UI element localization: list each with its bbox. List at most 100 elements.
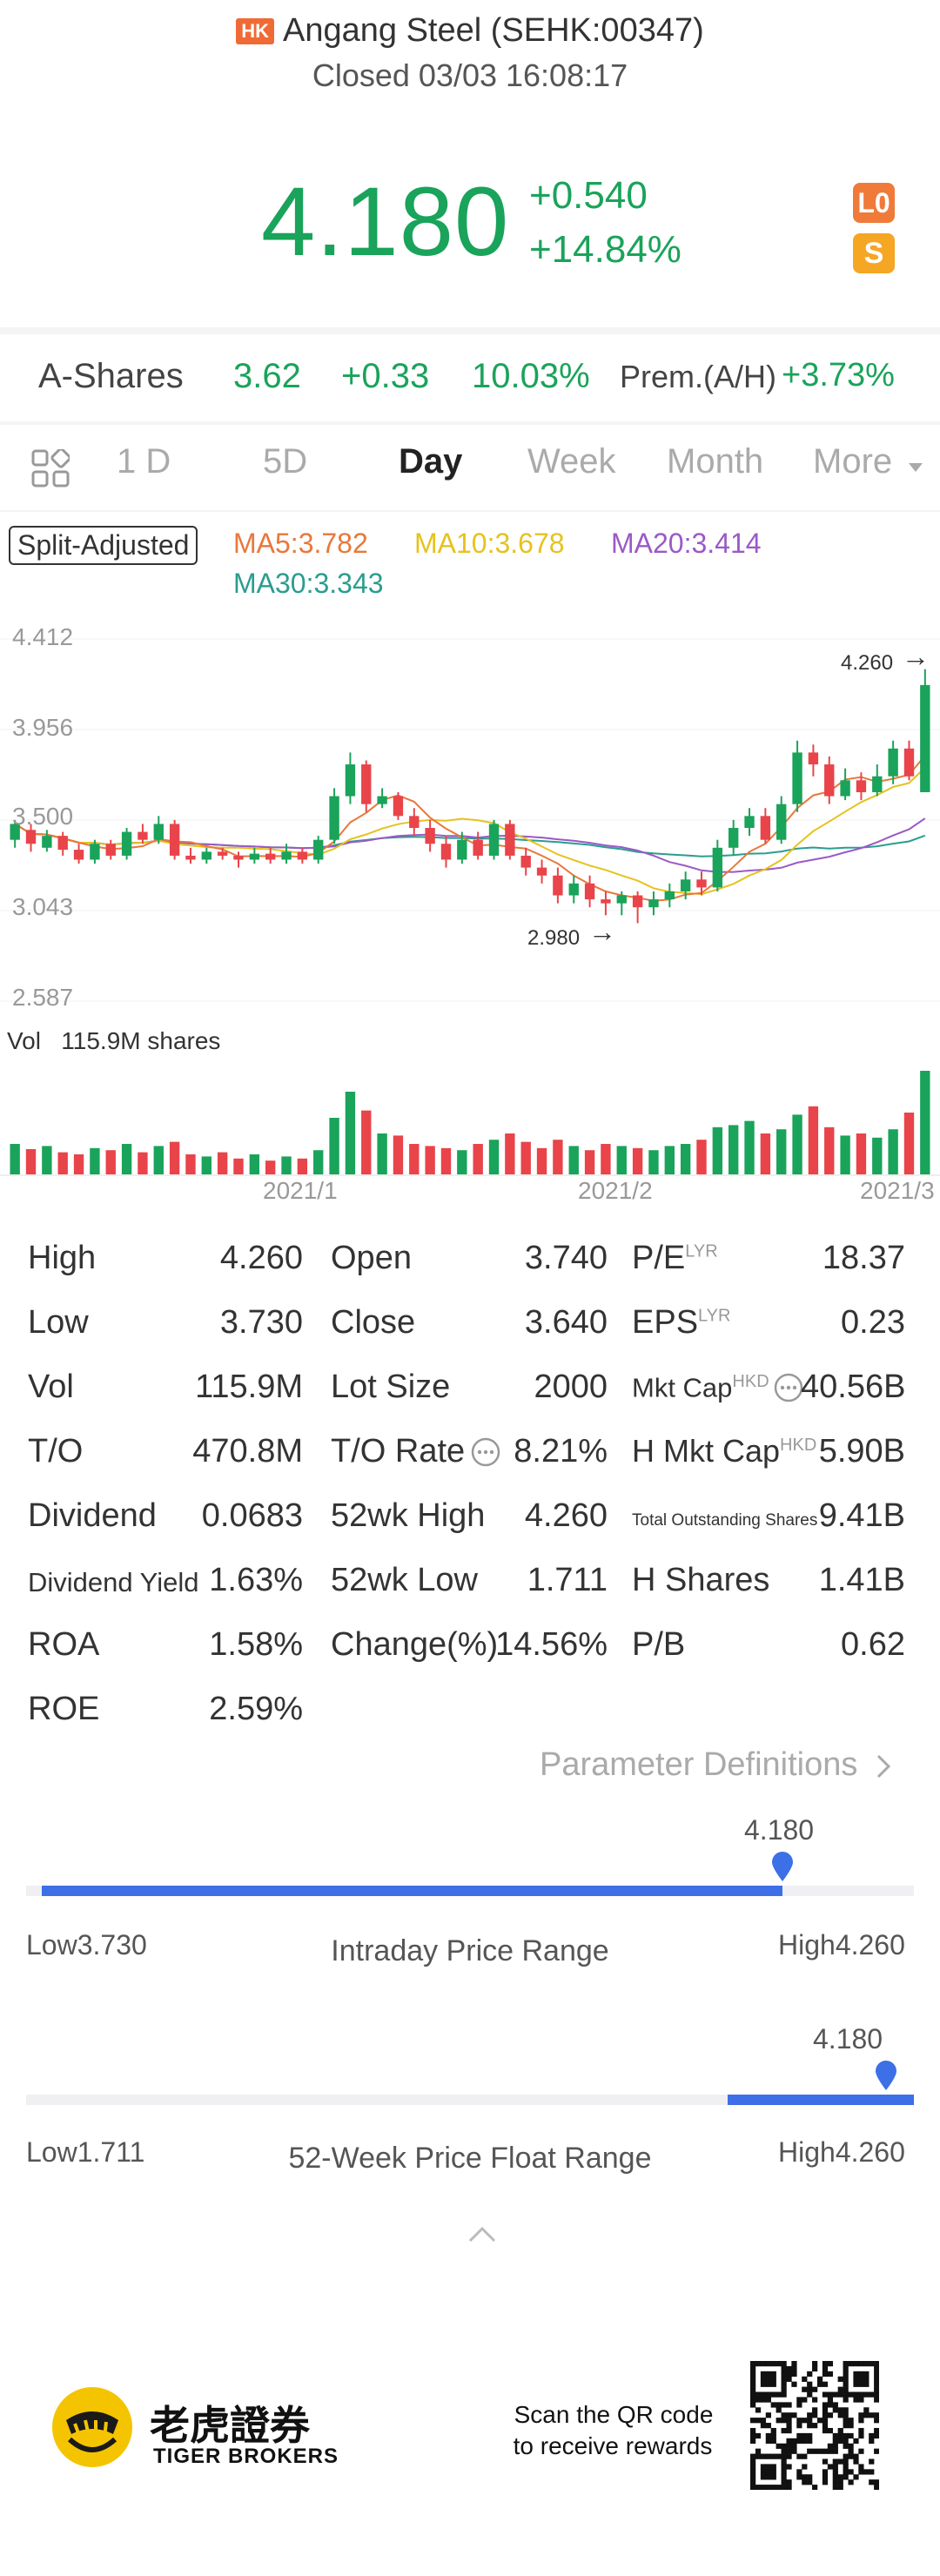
qr-module bbox=[791, 2381, 797, 2387]
qr-module bbox=[853, 2458, 859, 2465]
qr-module bbox=[853, 2453, 859, 2459]
candle bbox=[744, 816, 755, 829]
dollar-badge-icon[interactable]: S bbox=[853, 233, 895, 273]
level-badge[interactable]: L0 bbox=[853, 183, 895, 223]
qr-module bbox=[858, 2418, 864, 2424]
qr-module bbox=[832, 2407, 838, 2413]
premium-value: +3.73% bbox=[782, 357, 895, 393]
qr-module bbox=[765, 2464, 771, 2470]
candlestick-chart[interactable] bbox=[0, 609, 940, 1184]
tab-month[interactable]: Month bbox=[667, 442, 764, 481]
range-track bbox=[26, 2095, 914, 2105]
qr-module bbox=[858, 2464, 864, 2470]
qr-module bbox=[770, 2371, 776, 2378]
chevron-up-icon[interactable] bbox=[467, 2223, 498, 2244]
more-info-icon[interactable] bbox=[773, 1372, 804, 1403]
location-pin-icon bbox=[772, 1852, 793, 1881]
qr-module bbox=[827, 2448, 834, 2454]
qr-module bbox=[750, 2376, 756, 2382]
tab-1d[interactable]: 1 D bbox=[117, 442, 171, 481]
volume-bar bbox=[233, 1158, 244, 1175]
qr-module bbox=[781, 2453, 787, 2459]
candle bbox=[601, 899, 611, 904]
y-tick: 3.043 bbox=[12, 893, 74, 920]
stat-value: 1.58% bbox=[209, 1626, 303, 1663]
qr-module bbox=[853, 2376, 859, 2382]
qr-module bbox=[874, 2391, 879, 2398]
volume-bar bbox=[249, 1154, 260, 1175]
split-adjusted-button[interactable]: Split-Adjusted bbox=[9, 526, 198, 565]
stat-label: Lot Size bbox=[331, 1369, 451, 1405]
footer-promo: 老虎證券 TIGER BROKERS Scan the QR code to r… bbox=[0, 2351, 940, 2525]
qr-module bbox=[786, 2371, 792, 2378]
tiger-logo-icon bbox=[52, 2387, 132, 2467]
a-shares-row[interactable]: A-Shares 3.62 +0.33 10.03% Prem.(A/H) +3… bbox=[0, 357, 940, 409]
qr-module bbox=[869, 2469, 875, 2475]
qr-module bbox=[843, 2365, 849, 2372]
candle bbox=[377, 796, 387, 804]
qr-module bbox=[807, 2386, 813, 2392]
volume-bar bbox=[856, 1133, 867, 1175]
candle bbox=[138, 831, 148, 840]
tab-more[interactable]: More bbox=[813, 442, 893, 481]
qr-module bbox=[786, 2438, 792, 2445]
qr-module bbox=[843, 2469, 849, 2475]
qr-module bbox=[843, 2458, 849, 2465]
qr-module bbox=[843, 2453, 849, 2459]
scan-text-2: to receive rewards bbox=[513, 2432, 713, 2459]
volume-bar bbox=[345, 1092, 356, 1175]
candle bbox=[584, 883, 595, 900]
qr-module bbox=[812, 2485, 818, 2490]
more-info-icon[interactable] bbox=[470, 1436, 501, 1468]
qr-module bbox=[786, 2443, 792, 2449]
x-tick: 2021/1 bbox=[263, 1177, 338, 1204]
candle bbox=[121, 831, 132, 856]
qr-module bbox=[770, 2376, 776, 2382]
volume-bar bbox=[632, 1147, 643, 1175]
stat-value: 0.0683 bbox=[201, 1497, 303, 1534]
volume-bar bbox=[648, 1150, 659, 1175]
tab-5d[interactable]: 5D bbox=[263, 442, 308, 481]
candle bbox=[361, 764, 372, 804]
qr-module bbox=[750, 2485, 756, 2490]
qr-module bbox=[858, 2391, 864, 2398]
stat-label: Vol bbox=[28, 1369, 74, 1405]
qr-module bbox=[781, 2427, 787, 2434]
volume-bar bbox=[105, 1150, 116, 1175]
qr-module bbox=[755, 2418, 762, 2424]
layout-grid-icon[interactable] bbox=[31, 449, 70, 488]
arrow-right-icon: → bbox=[902, 641, 930, 672]
stat-value: 0.62 bbox=[841, 1626, 905, 1663]
range-current: 4.180 bbox=[744, 1814, 815, 1846]
qr-module bbox=[770, 2474, 776, 2480]
qr-module bbox=[791, 2371, 797, 2378]
qr-module bbox=[843, 2386, 849, 2392]
price-change-pct: +14.84% bbox=[529, 228, 682, 271]
qr-module bbox=[807, 2474, 813, 2480]
stat-label: P/ELYR bbox=[632, 1240, 718, 1276]
qr-module bbox=[760, 2453, 767, 2459]
x-tick: 2021/3 bbox=[860, 1177, 935, 1204]
candle bbox=[42, 836, 52, 848]
tab-week[interactable]: Week bbox=[527, 442, 616, 481]
parameter-definitions-link[interactable]: Parameter Definitions bbox=[540, 1746, 893, 1784]
qr-module bbox=[760, 2469, 767, 2475]
qr-module bbox=[869, 2479, 875, 2485]
qr-module bbox=[837, 2386, 843, 2392]
candle bbox=[90, 844, 100, 860]
caret-down-icon bbox=[909, 463, 923, 472]
tab-day[interactable]: Day bbox=[399, 442, 463, 481]
range-title: 52-Week Price Float Range bbox=[288, 2142, 652, 2175]
qr-module bbox=[853, 2438, 859, 2445]
qr-module bbox=[874, 2361, 879, 2367]
last-price: 4.180 bbox=[261, 167, 510, 276]
qr-module bbox=[765, 2438, 771, 2445]
qr-module bbox=[781, 2485, 787, 2490]
qr-module bbox=[750, 2418, 756, 2424]
qr-module bbox=[874, 2371, 879, 2378]
stock-title[interactable]: Angang Steel (SEHK:00347) bbox=[283, 12, 704, 49]
volume-bar bbox=[25, 1149, 37, 1175]
qr-module bbox=[781, 2443, 787, 2449]
qr-module bbox=[760, 2397, 767, 2403]
candle bbox=[281, 851, 292, 860]
